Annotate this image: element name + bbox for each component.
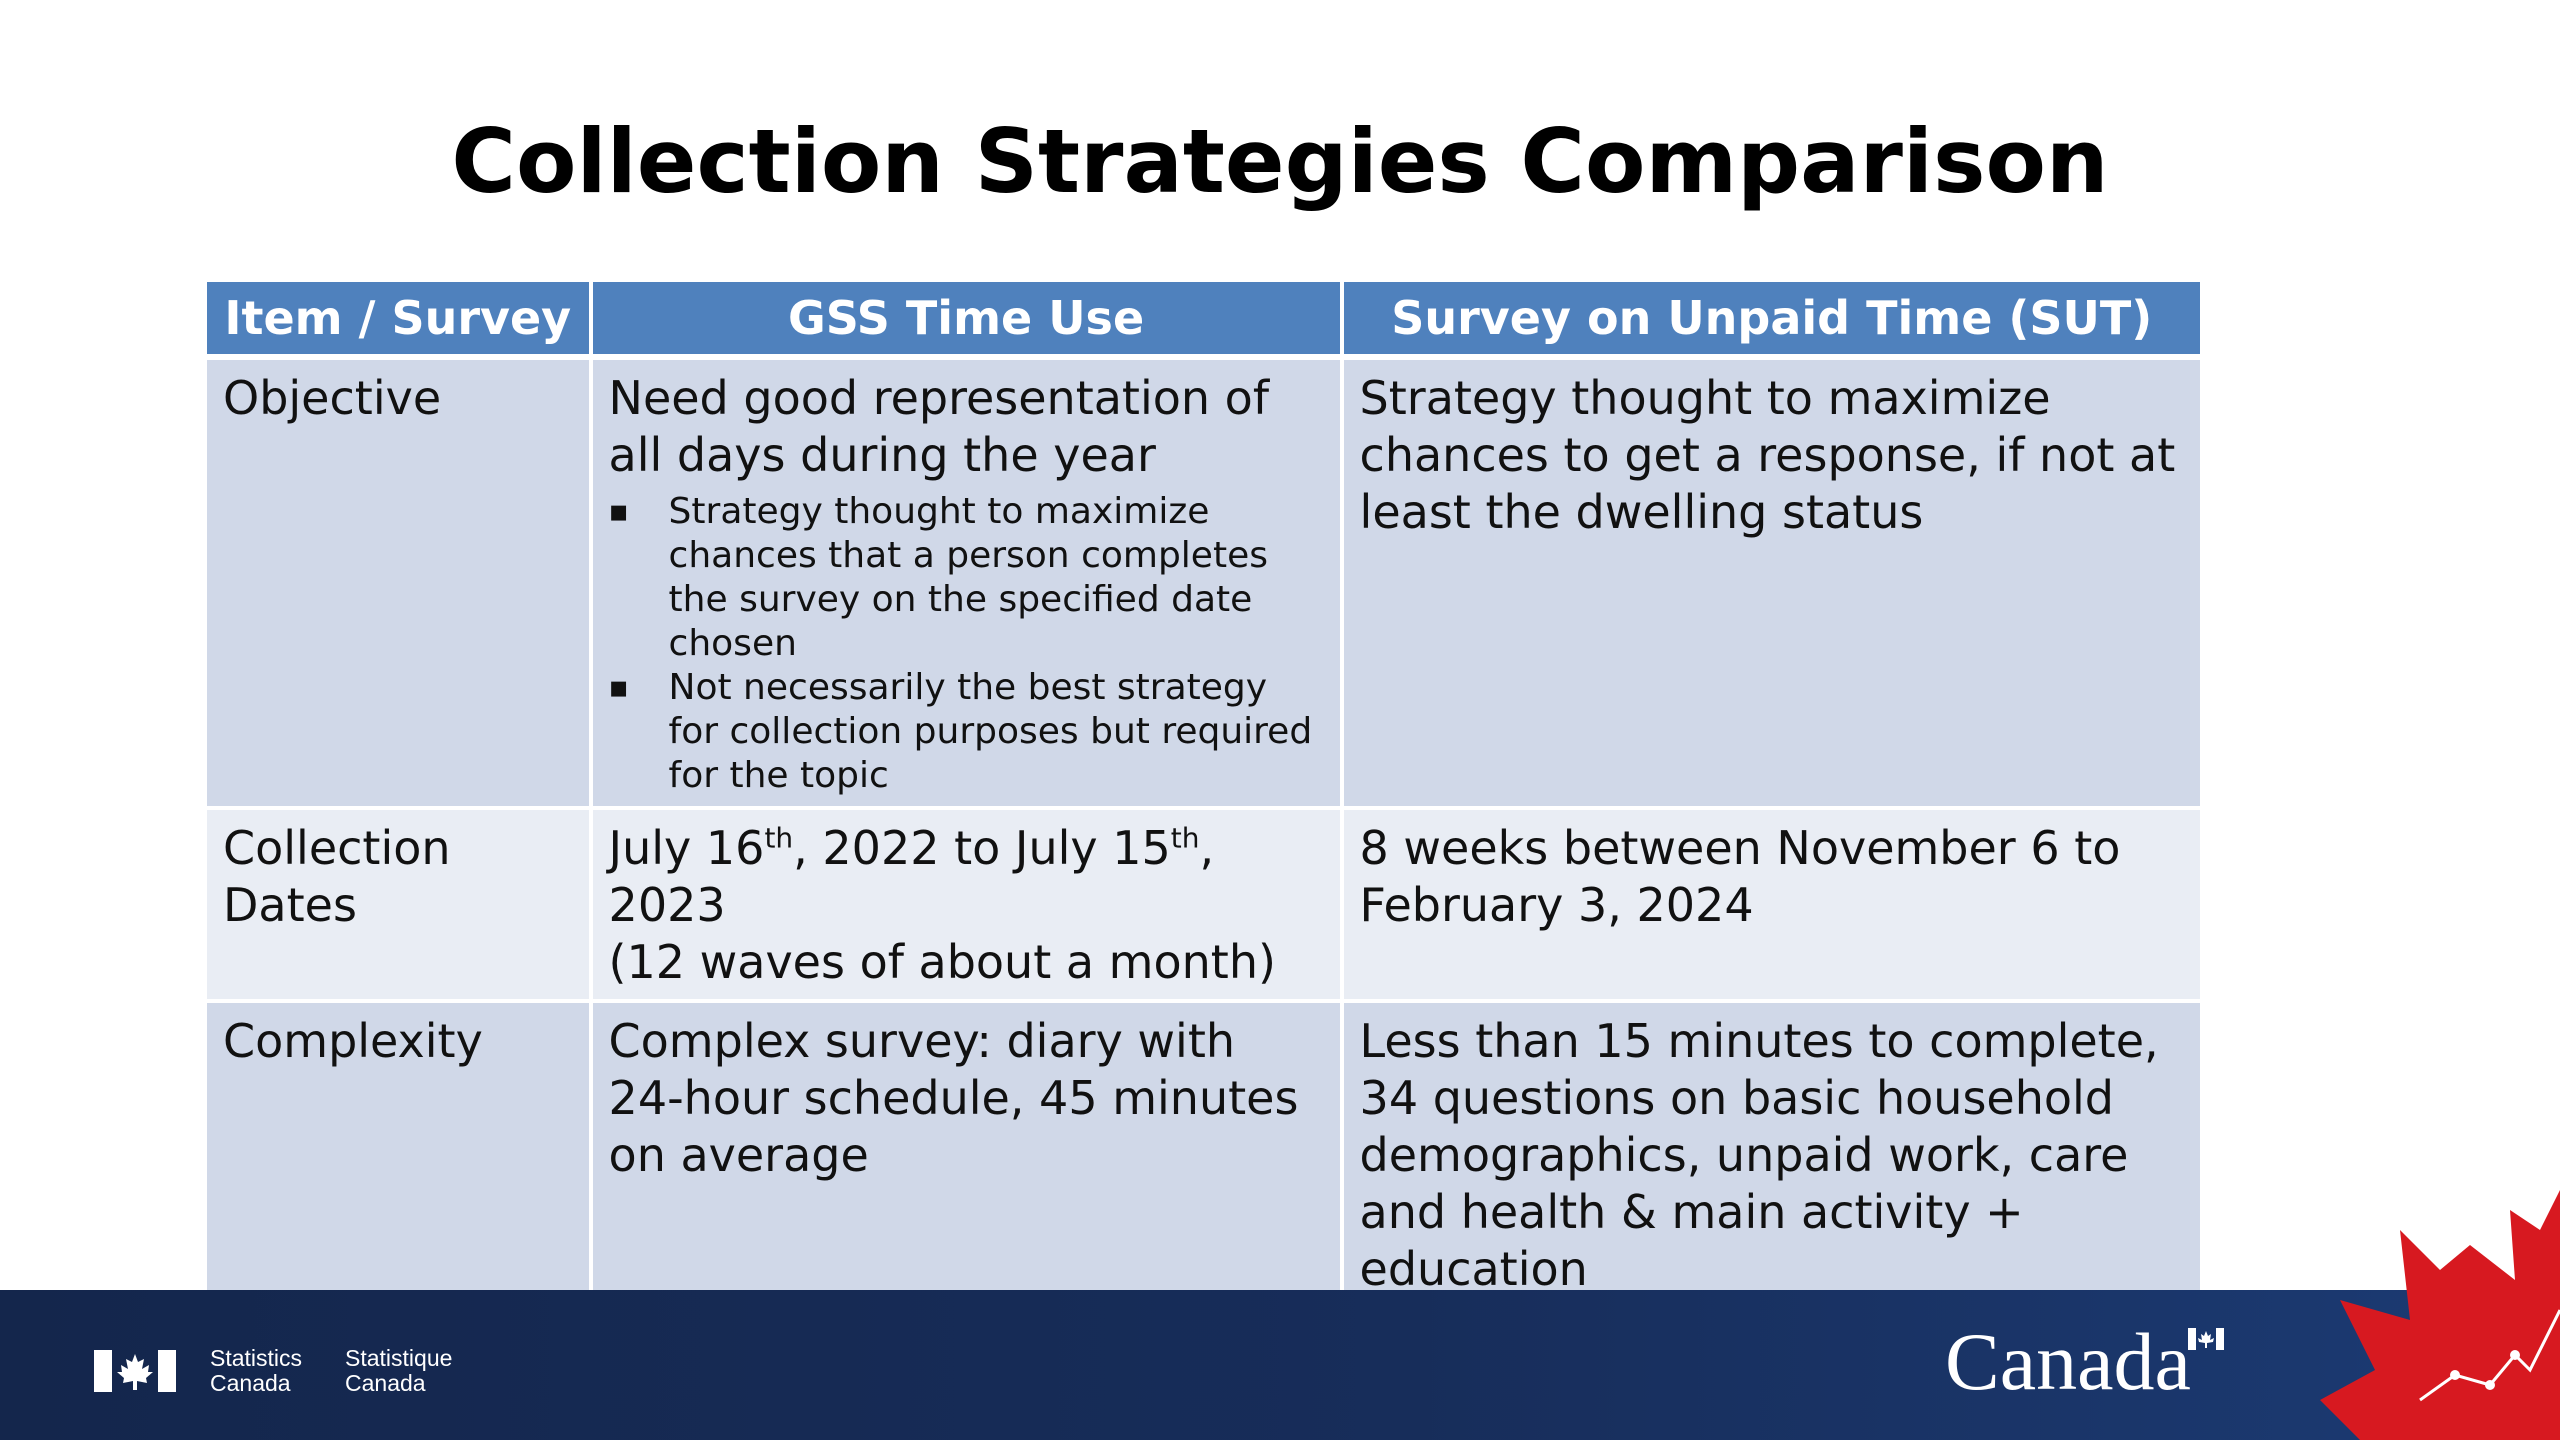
gss-objective-text: Need good representation of all days dur… (608, 371, 1270, 482)
cell-sut-objective: Strategy thought to maximize chances to … (1343, 360, 2200, 810)
header-item-survey: Item / Survey (207, 282, 593, 360)
maple-leaf-graphic (2320, 1190, 2560, 1440)
row-label-objective: Objective (207, 360, 593, 810)
gss-dates-line1: July 16th, 2022 to July 15th, 2023 (609, 820, 1324, 934)
cell-sut-complexity: Less than 15 minutes to complete, 34 que… (1343, 1003, 2200, 1310)
statistique-canada-fr: Statistique Canada (345, 1346, 452, 1396)
gss-dates-line2: (12 waves of about a month) (608, 935, 1276, 989)
comparison-table: Item / Survey GSS Time Use Survey on Unp… (207, 282, 2200, 1310)
statcan-en-line1: Statistics (210, 1345, 303, 1371)
statcan-fr-line2: Canada (345, 1370, 426, 1396)
date-text: , 2023 (608, 821, 1215, 932)
cell-gss-complexity: Complex survey: diary with 24-hour sched… (592, 1003, 1344, 1310)
footer-bar (0, 1290, 2560, 1440)
table-row: Collection Dates July 16th, 2022 to July… (207, 810, 2200, 1003)
row-label-complexity: Complexity (207, 1003, 593, 1310)
wordmark-flag-icon (2188, 1328, 2224, 1350)
table-header-row: Item / Survey GSS Time Use Survey on Unp… (207, 282, 2200, 360)
header-sut: Survey on Unpaid Time (SUT) (1343, 282, 2200, 360)
ordinal-suffix: th (1170, 821, 1200, 855)
bullet-item: Strategy thought to maximize chances tha… (609, 490, 1324, 666)
date-text: July 16 (608, 821, 765, 875)
cell-gss-collection-dates: July 16th, 2022 to July 15th, 2023 (12 w… (592, 810, 1344, 1003)
slide-title: Collection Strategies Comparison (451, 110, 2109, 213)
date-text: , 2022 to July 15 (793, 821, 1171, 875)
gss-objective-bullets: Strategy thought to maximize chances tha… (609, 490, 1324, 798)
bullet-item: Not necessarily the best strategy for co… (609, 666, 1324, 798)
cell-sut-collection-dates: 8 weeks between November 6 to February 3… (1343, 810, 2200, 1003)
statcan-en-line2: Canada (210, 1370, 291, 1396)
canada-flag-icon (94, 1350, 176, 1392)
table-row: Objective Need good representation of al… (207, 360, 2200, 810)
statistics-canada-en: Statistics Canada (210, 1346, 302, 1396)
row-label-collection-dates: Collection Dates (207, 810, 593, 1003)
ordinal-suffix: th (764, 821, 794, 855)
table-row: Complexity Complex survey: diary with 24… (207, 1003, 2200, 1310)
header-gss-time-use: GSS Time Use (592, 282, 1344, 360)
cell-gss-objective: Need good representation of all days dur… (592, 360, 1344, 810)
canada-wordmark: Canada (1945, 1316, 2191, 1407)
statcan-fr-line1: Statistique (345, 1345, 453, 1371)
